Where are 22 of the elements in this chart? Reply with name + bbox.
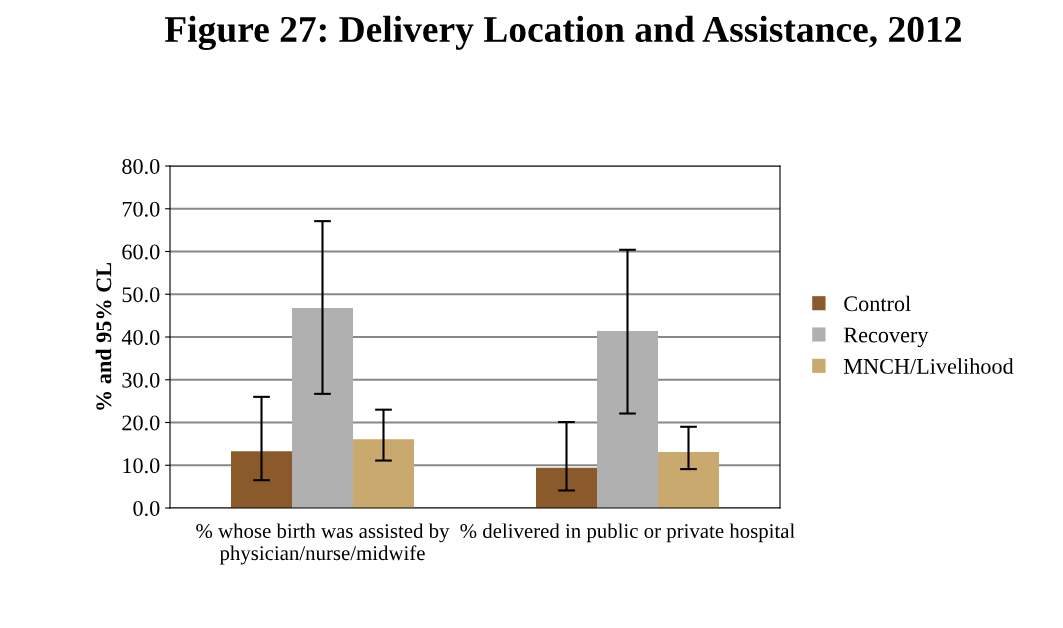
chart-title: Figure 27: Delivery Location and Assistance, 2012 — [164, 15, 961, 50]
bar — [658, 452, 719, 508]
legend-label: MNCH/Livelihood — [843, 358, 1014, 374]
y-tick-label: 50.0 — [122, 287, 160, 303]
legend-label: Recovery — [843, 327, 929, 348]
bar — [292, 307, 353, 508]
y-tick-label: 10.0 — [123, 458, 160, 474]
y-tick-label: 40.0 — [121, 329, 160, 346]
y-tick-label: 0.0 — [133, 500, 160, 517]
legend-label: Control — [844, 295, 911, 312]
y-tick-label: 30.0 — [122, 372, 160, 388]
y-tick-label: 20.0 — [122, 415, 160, 431]
bar — [231, 451, 292, 508]
y-axis-title: % and 95% CL — [95, 262, 112, 410]
bar — [536, 467, 597, 508]
y-tick-label: 60.0 — [122, 244, 160, 260]
y-tick-label: 80.0 — [122, 158, 160, 175]
x-tick-label: % whose birth was assisted by physician/nurse/midwife — [196, 523, 450, 565]
bar — [597, 331, 658, 508]
y-tick-label: 70.0 — [122, 201, 160, 217]
bar — [353, 439, 414, 508]
x-tick-label: % delivered in public or private hospital — [460, 523, 795, 543]
